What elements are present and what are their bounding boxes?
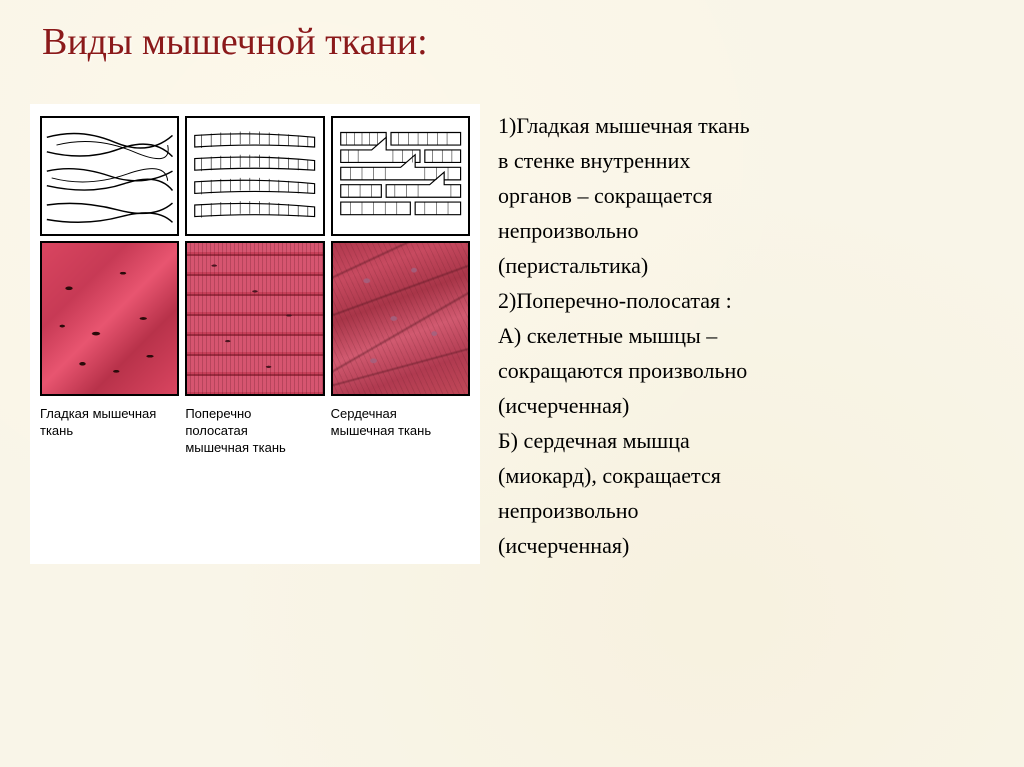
body-text: (перистальтика) — [498, 249, 994, 282]
micrograph-cardiac — [331, 241, 470, 396]
diagram-panel: Гладкая мышечнаяткань — [30, 104, 480, 564]
schematic-striated — [185, 116, 324, 236]
heading-striated: 2)Поперечно-полосатая : — [498, 284, 994, 317]
body-text: непроизвольно — [498, 214, 994, 247]
schematic-cardiac — [331, 116, 470, 236]
micrograph-striated — [185, 241, 324, 396]
body-text: (исчерченная) — [498, 389, 994, 422]
body-text: (исчерченная) — [498, 529, 994, 562]
tissue-col-striated: Поперечнополосатаямышечная ткань — [185, 116, 324, 457]
tissue-label-striated: Поперечнополосатаямышечная ткань — [185, 406, 324, 457]
body-text: органов – сокращается — [498, 179, 994, 212]
body-text: в стенке внутренних — [498, 144, 994, 177]
tissue-col-smooth: Гладкая мышечнаяткань — [40, 116, 179, 457]
body-text: сокращаются произвольно — [498, 354, 994, 387]
body-text: непроизвольно — [498, 494, 994, 527]
body-text: (миокард), сокращается — [498, 459, 994, 492]
micrograph-smooth — [40, 241, 179, 396]
page-title: Виды мышечной ткани: — [42, 20, 994, 64]
content-row: Гладкая мышечнаяткань — [30, 104, 994, 564]
body-text: А) скелетные мышцы – — [498, 319, 994, 352]
schematic-smooth — [40, 116, 179, 236]
text-panel: 1)Гладкая мышечная ткань в стенке внутре… — [498, 104, 994, 564]
slide-container: Виды мышечной ткани: Глад — [0, 0, 1024, 767]
tissue-label-cardiac: Сердечнаямышечная ткань — [331, 406, 470, 440]
heading-smooth: 1)Гладкая мышечная ткань — [498, 109, 994, 142]
tissue-label-smooth: Гладкая мышечнаяткань — [40, 406, 179, 440]
body-text: Б) сердечная мышца — [498, 424, 994, 457]
tissue-row: Гладкая мышечнаяткань — [40, 116, 470, 457]
tissue-col-cardiac: Сердечнаямышечная ткань — [331, 116, 470, 457]
